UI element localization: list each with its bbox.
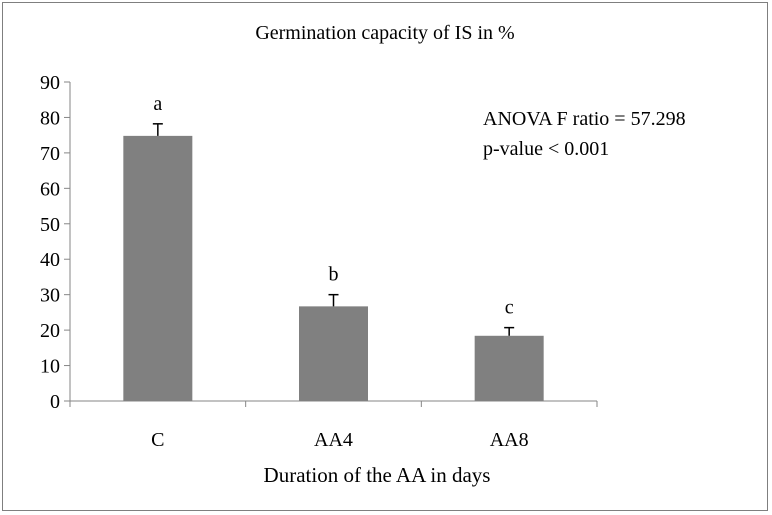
x-tick-label: AA8 (490, 429, 529, 451)
y-tick-label: 30 (40, 285, 60, 307)
y-tick-label: 40 (40, 249, 60, 271)
x-axis: C AA4 AA8 (69, 400, 598, 451)
y-tick-label: 0 (50, 391, 60, 413)
annotation-anova: ANOVA F ratio = 57.298 (483, 108, 686, 130)
y-axis: 0 10 20 30 40 50 60 70 80 90 (40, 72, 71, 413)
significance-letter: c (505, 297, 514, 319)
bar (299, 306, 368, 401)
y-tick-label: 80 (40, 107, 60, 129)
y-tick-label: 60 (40, 178, 60, 200)
y-tick-label: 10 (40, 356, 60, 378)
x-tick-label: AA4 (314, 429, 353, 451)
x-tick-label: C (151, 429, 164, 451)
significance-letter: b (329, 264, 339, 286)
y-tick-label: 50 (40, 214, 60, 236)
significance-letter: a (153, 93, 162, 115)
bar (123, 135, 193, 401)
y-tick-label: 90 (40, 72, 60, 94)
bar (474, 335, 544, 401)
y-tick-label: 20 (40, 320, 60, 342)
chart-title: Germination capacity of IS in % (255, 22, 514, 44)
x-axis-label: Duration of the AA in days (264, 463, 491, 487)
y-tick-label: 70 (40, 143, 60, 165)
bars: a b c (123, 93, 544, 401)
annotation-p-value: p-value < 0.001 (483, 138, 609, 160)
